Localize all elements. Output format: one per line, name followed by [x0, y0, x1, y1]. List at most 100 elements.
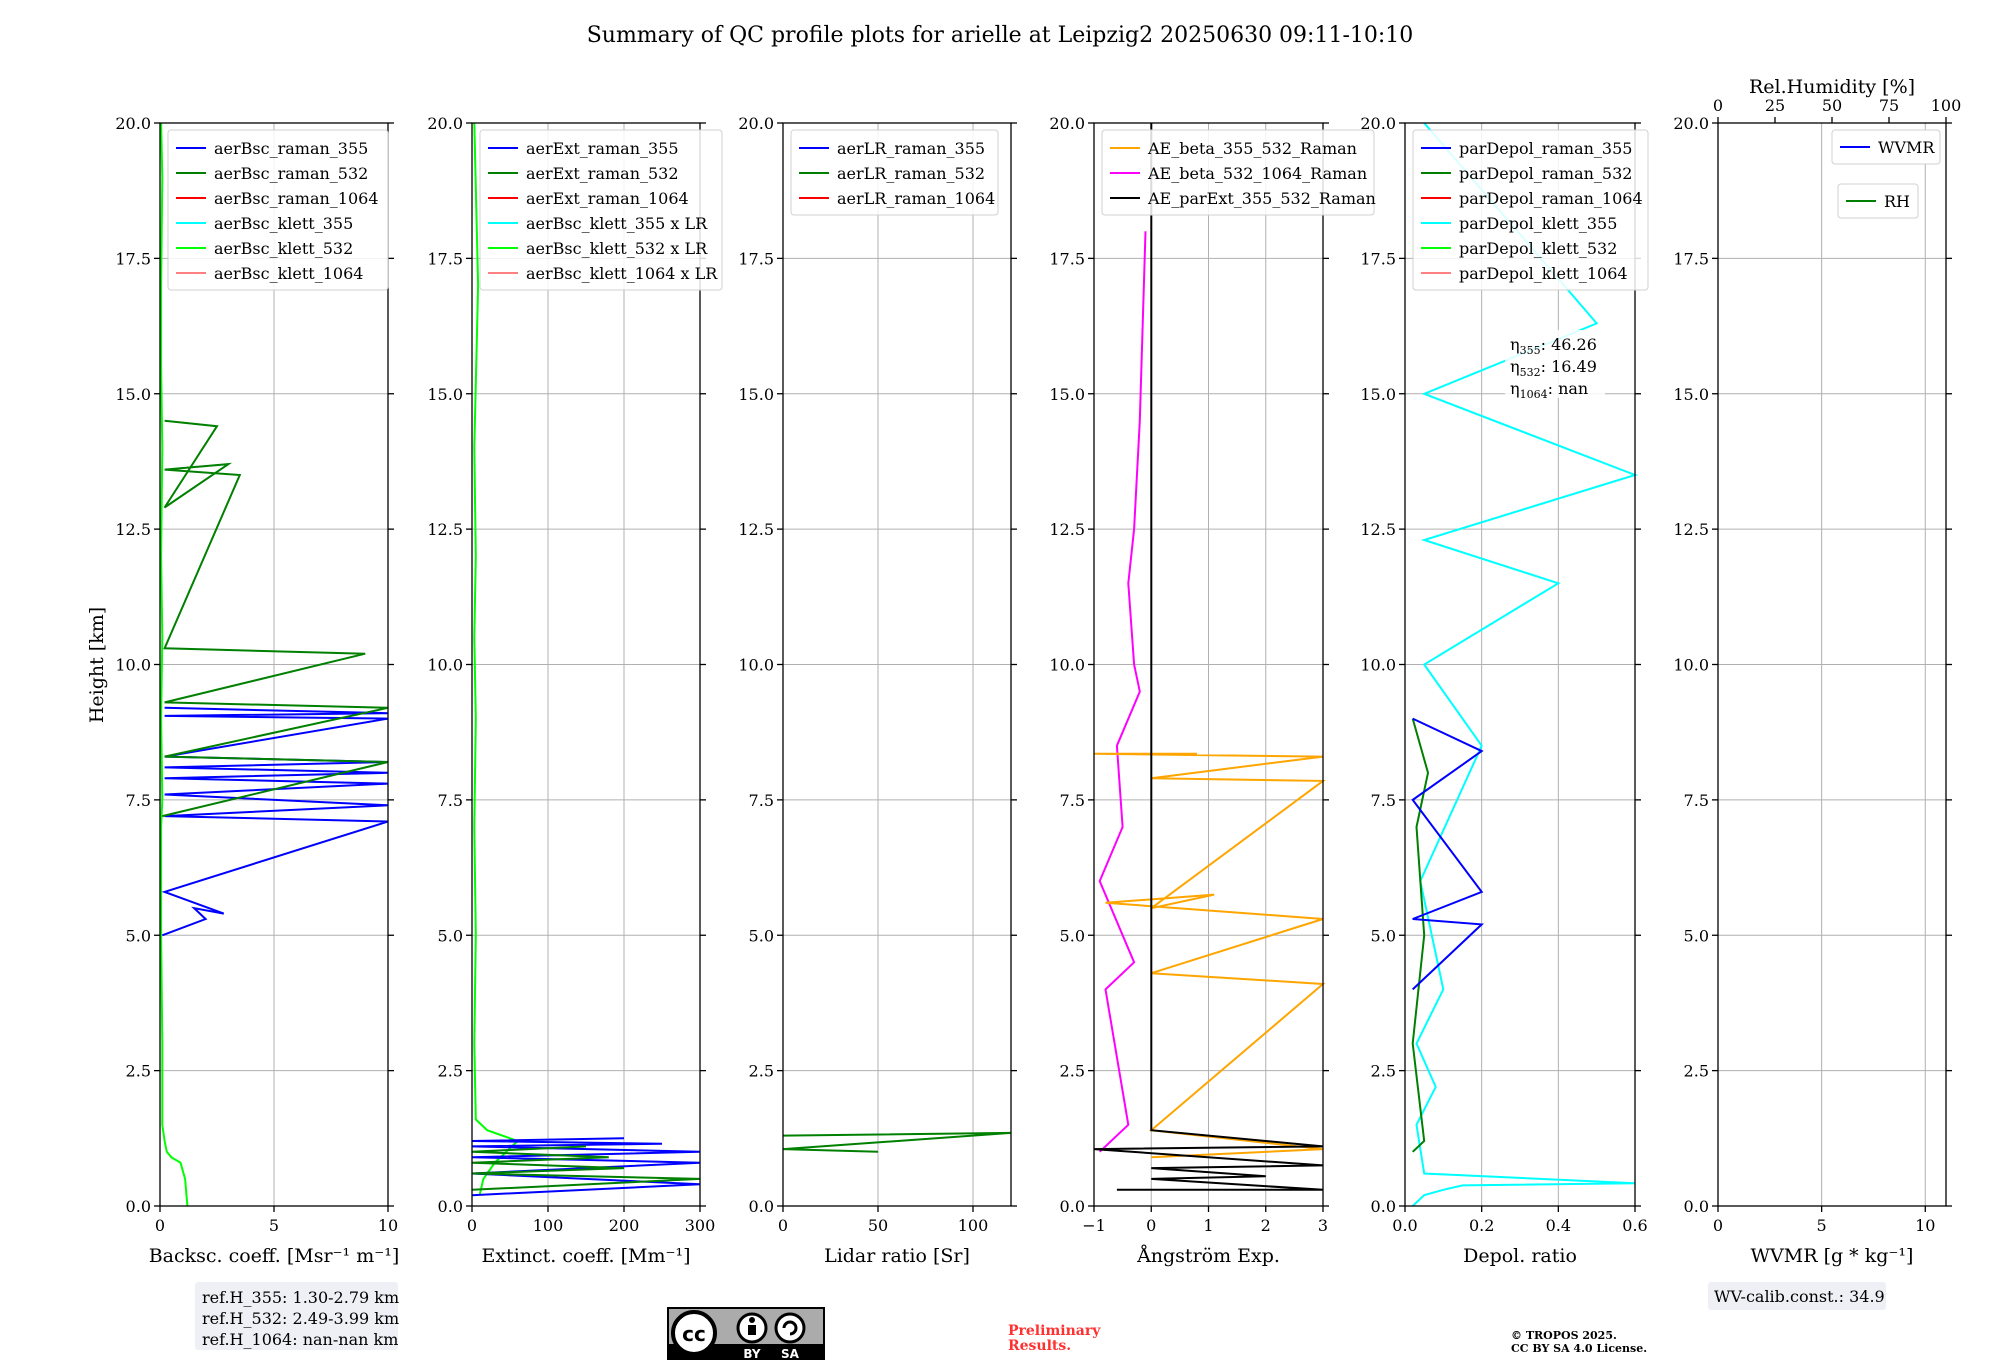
legend-entry: aerBsc_raman_532 — [214, 164, 368, 183]
ref-height-532: ref.H_532: 2.49-3.99 km — [202, 1309, 399, 1328]
series-aerExt_raman_355 — [471, 1137, 701, 1197]
y-tick-label: 12.5 — [1049, 520, 1085, 539]
legend-entry: aerExt_raman_355 — [526, 139, 679, 158]
y-tick-label: 20.0 — [738, 114, 774, 133]
sa-label: SA — [781, 1347, 800, 1360]
y-tick-label: 10.0 — [115, 656, 151, 675]
eta-532: η532: 16.49 — [1510, 357, 1597, 379]
panel-1: 0.0 2.5 5.0 7.5 10.0 12.5 15.0 17.5 20.0 0 5 10 Back… — [115, 114, 399, 1267]
x-tick-label: 100 — [958, 1216, 989, 1235]
y-tick-label: 0.0 — [1060, 1197, 1085, 1216]
x-tick-label: 5 — [1817, 1216, 1827, 1235]
y-axis-label: Height [km] — [86, 607, 108, 723]
legend-entry: parDepol_raman_1064 — [1459, 189, 1643, 208]
y-tick-label: 20.0 — [1673, 114, 1709, 133]
y-tick-label: 17.5 — [1360, 249, 1396, 268]
series-aerExt_raman_532 — [471, 1145, 701, 1191]
y-tick-label: 12.5 — [738, 520, 774, 539]
legend-box — [167, 129, 389, 291]
x-tick-label: 5 — [269, 1216, 279, 1235]
legend-entry: aerBsc_klett_532 — [214, 239, 353, 258]
x-tick-label: 0.6 — [1622, 1216, 1647, 1235]
legend-entry: parDepol_raman_355 — [1459, 139, 1632, 158]
legend-entry: AE_parExt_355_532_Raman — [1147, 189, 1376, 208]
y-tick-label: 0.0 — [1684, 1197, 1709, 1216]
y-tick-label: 12.5 — [1360, 520, 1396, 539]
legend-entry: parDepol_raman_532 — [1459, 164, 1632, 183]
x-tick-label: 2 — [1261, 1216, 1271, 1235]
series-aerBsc_raman_532 — [162, 419, 389, 818]
y-tick-label: 15.0 — [1673, 385, 1709, 404]
legend-entry: aerBsc_klett_1064 — [214, 264, 363, 283]
wv-calib-box: WV-calib.const.: 34.9 — [1708, 1282, 1886, 1310]
copyright-line2: CC BY SA 4.0 License. — [1511, 1342, 1647, 1355]
x-tick-label: 0.4 — [1546, 1216, 1571, 1235]
preliminary-line2: Results. — [1008, 1338, 1071, 1354]
top-x-tick-label: 0 — [1713, 96, 1723, 115]
y-tick-label: 7.5 — [1371, 791, 1396, 810]
legend-entry: aerBsc_klett_1064 x LR — [526, 264, 718, 283]
y-tick-label: 7.5 — [438, 791, 463, 810]
y-tick-label: 15.0 — [1049, 385, 1085, 404]
y-tick-label: 5.0 — [1371, 926, 1396, 945]
series-parDepol_raman_355 — [1411, 717, 1485, 991]
panel-2: 0.0 2.5 5.0 7.5 10.0 12.5 15.0 17.5 20.0 0 100 200 3… — [427, 114, 723, 1267]
figure-title: Summary of QC profile plots for arielle … — [587, 23, 1414, 48]
y-tick-label: 10.0 — [738, 656, 774, 675]
panel-6: 0.02.55.07.510.012.515.017.520.00 5 10WVMR… — [1673, 76, 1961, 1267]
x-tick-label: 50 — [868, 1216, 888, 1235]
legend-entry: aerBsc_klett_355 x LR — [526, 214, 708, 233]
series-AE_parExt_355_532_Raman — [1093, 123, 1324, 1191]
x-tick-label: 10 — [1915, 1216, 1935, 1235]
y-tick-label: 10.0 — [1360, 656, 1396, 675]
y-tick-label: 7.5 — [126, 791, 151, 810]
y-tick-label: 17.5 — [1673, 249, 1709, 268]
y-tick-label: 17.5 — [115, 249, 151, 268]
cc-logo-text: cc — [682, 1322, 706, 1346]
legend-entry: aerLR_raman_355 — [837, 139, 985, 158]
y-tick-label: 5.0 — [126, 926, 151, 945]
y-tick-label: 10.0 — [427, 656, 463, 675]
legend-entry: parDepol_klett_532 — [1459, 239, 1617, 258]
y-tick-label: 12.5 — [115, 520, 151, 539]
x-tick-label: 3 — [1318, 1216, 1328, 1235]
x-axis-label: Extinct. coeff. [Mm⁻¹] — [481, 1245, 690, 1267]
ref-height-1064: ref.H_1064: nan-nan km — [202, 1330, 398, 1349]
x-tick-label: −1 — [1082, 1216, 1106, 1235]
legend-entry: aerBsc_raman_355 — [214, 139, 368, 158]
x-tick-label: 0 — [467, 1216, 477, 1235]
x-tick-label: 300 — [685, 1216, 716, 1235]
y-tick-label: 2.5 — [126, 1062, 151, 1081]
x-tick-label: 0.2 — [1469, 1216, 1494, 1235]
top-x-tick-label: 100 — [1931, 96, 1962, 115]
x-tick-label: 10 — [378, 1216, 398, 1235]
legend-entry: aerLR_raman_1064 — [837, 189, 995, 208]
wv-calib-text: WV-calib.const.: 34.9 — [1714, 1287, 1885, 1306]
y-tick-label: 5.0 — [1060, 926, 1085, 945]
y-tick-label: 2.5 — [749, 1062, 774, 1081]
x-axis-label: WVMR [g * kg⁻¹] — [1751, 1245, 1914, 1267]
ref-height-355: ref.H_355: 1.30-2.79 km — [202, 1288, 399, 1307]
y-tick-label: 5.0 — [438, 926, 463, 945]
panel-3: 0.0 2.5 5.0 7.5 10.0 12.5 15.0 17.5 20.0 0 50 100 Li… — [738, 114, 1017, 1267]
x-tick-label: 0 — [778, 1216, 788, 1235]
y-tick-label: 15.0 — [115, 385, 151, 404]
series-AE_beta_355_532_Raman — [1093, 752, 1326, 1159]
legend-box — [790, 129, 999, 216]
legend-entry: aerExt_raman_532 — [526, 164, 679, 183]
legend-entry: parDepol_klett_1064 — [1459, 264, 1628, 283]
x-tick-label: 0 — [155, 1216, 165, 1235]
legend-entry: AE_beta_532_1064_Raman — [1147, 164, 1367, 183]
x-axis-label: Lidar ratio [Sr] — [824, 1245, 970, 1267]
y-tick-label: 10.0 — [1049, 656, 1085, 675]
y-tick-label: 5.0 — [1684, 926, 1709, 945]
ref-heights-box: ref.H_355: 1.30-2.79 km ref.H_532: 2.49-… — [195, 1282, 399, 1350]
cc-by-sa-badge: cc BY SA — [667, 1307, 825, 1360]
legend-entry: RH — [1884, 192, 1910, 211]
x-tick-label: 0 — [1713, 1216, 1723, 1235]
series-AE_beta_532_1064_Raman — [1098, 231, 1147, 1153]
legend-box — [1101, 129, 1375, 216]
series-aerLR_raman_532 — [782, 1131, 1012, 1153]
by-label: BY — [743, 1347, 760, 1360]
